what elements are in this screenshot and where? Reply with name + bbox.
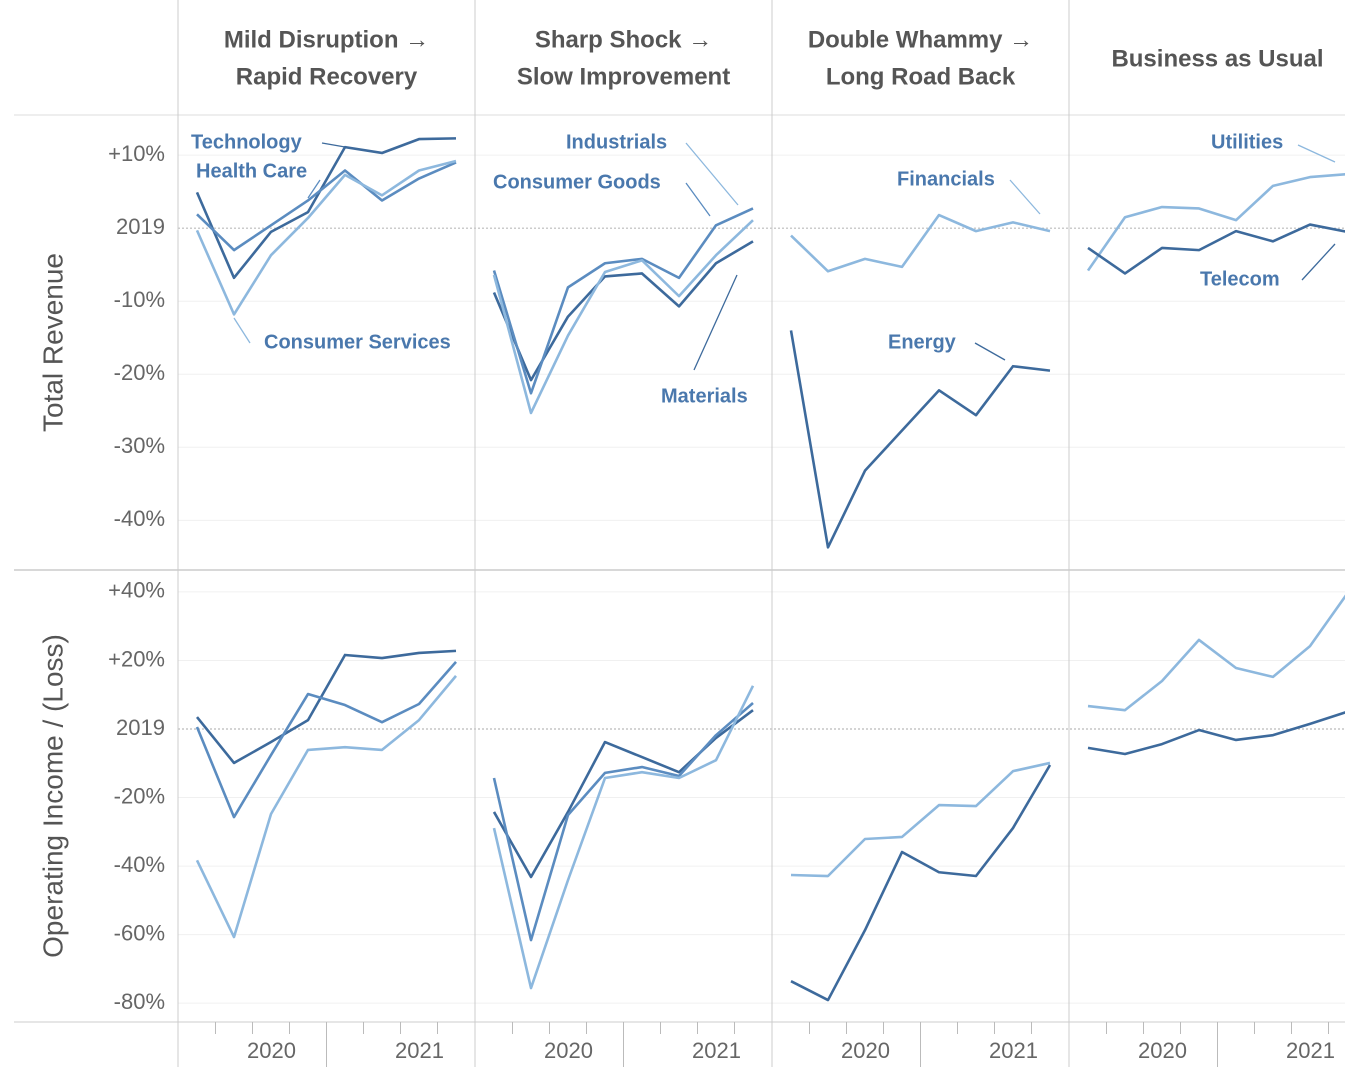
x-group-label: 2020 <box>247 1038 296 1063</box>
y-tick-label: +20% <box>108 646 165 671</box>
y-tick-label: -20% <box>114 360 165 385</box>
y-tick-label: -30% <box>114 433 165 458</box>
series-line <box>1086 173 1345 272</box>
y-tick-label: -20% <box>114 783 165 808</box>
series-line <box>1087 223 1345 275</box>
series-line <box>492 685 755 990</box>
series-line <box>492 240 754 382</box>
series-line <box>195 675 457 939</box>
y-tick-label: 2019 <box>116 214 165 239</box>
series-line <box>492 219 754 415</box>
leader-line <box>307 179 321 199</box>
series-line <box>790 761 1051 878</box>
y-tick-label: -40% <box>114 852 165 877</box>
series-line <box>195 137 457 280</box>
series-label: Technology <box>191 131 303 153</box>
series-line <box>790 213 1051 273</box>
series-line <box>492 207 754 395</box>
leader-line <box>233 317 251 344</box>
column-title: Long Road Back <box>826 63 1016 90</box>
y-tick-label: -60% <box>114 920 165 945</box>
series-line <box>196 161 457 252</box>
x-group-label: 2021 <box>692 1038 741 1063</box>
series-line <box>1087 594 1345 712</box>
column-title: Sharp Shock → <box>535 26 712 53</box>
series-label: Financials <box>897 168 995 190</box>
series-line <box>1087 711 1345 756</box>
series-label: Consumer Goods <box>493 171 661 193</box>
series-line <box>492 701 754 942</box>
series-label: Health Care <box>196 160 307 182</box>
x-group-label: 2021 <box>1286 1038 1335 1063</box>
x-group-label: 2020 <box>841 1038 890 1063</box>
series-line <box>790 764 1052 1002</box>
y-tick-label: +10% <box>108 141 165 166</box>
leader-line <box>693 274 738 371</box>
y-tick-label: -10% <box>114 287 165 312</box>
y-tick-label: -40% <box>114 506 165 531</box>
leader-line <box>685 182 711 217</box>
series-line <box>789 330 1051 549</box>
column-title: Mild Disruption → <box>224 26 429 53</box>
series-label: Materials <box>661 385 748 407</box>
column-title: Slow Improvement <box>517 63 730 90</box>
series-line <box>492 709 754 879</box>
y-tick-label: 2019 <box>116 715 165 740</box>
leader-line <box>974 342 1006 361</box>
leader-line <box>685 142 739 206</box>
y-axis-title: Total Revenue <box>37 253 68 432</box>
x-group-label: 2021 <box>395 1038 444 1063</box>
series-label: Industrials <box>566 131 667 153</box>
series-line <box>195 660 457 819</box>
leader-line <box>1301 243 1336 281</box>
y-axis-title: Operating Income / (Loss) <box>37 634 68 958</box>
series-line <box>195 159 457 316</box>
y-tick-label: -80% <box>114 989 165 1014</box>
leader-line <box>1297 144 1336 163</box>
column-title: Rapid Recovery <box>236 63 418 90</box>
series-line <box>195 649 457 765</box>
x-group-label: 2020 <box>544 1038 593 1063</box>
y-tick-label: +40% <box>108 578 165 603</box>
series-label: Utilities <box>1211 131 1283 153</box>
leader-line <box>321 142 346 148</box>
series-label: Energy <box>888 331 957 353</box>
series-label: Telecom <box>1200 268 1280 290</box>
series-label: Consumer Services <box>264 331 451 353</box>
x-group-label: 2020 <box>1138 1038 1187 1063</box>
x-group-label: 2021 <box>989 1038 1038 1063</box>
leader-line <box>1009 179 1041 215</box>
column-title: Business as Usual <box>1111 45 1323 72</box>
column-title: Double Whammy → <box>808 26 1033 53</box>
